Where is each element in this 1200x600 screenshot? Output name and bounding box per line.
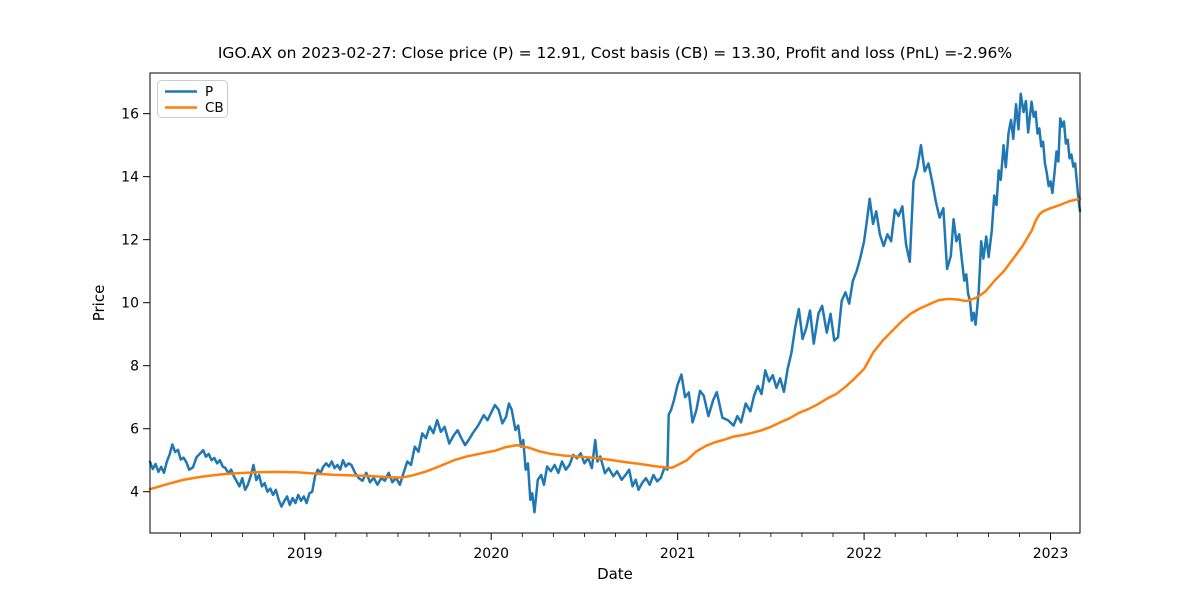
x-tick-label: 2019 [287,546,323,562]
series-line-p [148,92,1082,514]
y-tick-label: 4 [130,485,139,501]
legend-label-p: P [205,84,213,100]
axes: 4 6 8 10 12 14 16 2019 2020 2021 2022 2023 [121,72,1081,562]
x-tick-label: 2021 [660,546,696,562]
y-tick-label: 16 [121,107,139,123]
chart-title: IGO.AX on 2023-02-27: Close price (P) = … [218,44,1012,62]
x-axis-label: Date [597,565,633,583]
y-tick-label: 14 [121,170,139,186]
y-tick-label: 8 [130,359,139,375]
y-axis-label: Price [90,285,108,322]
series-line-cb [148,197,1082,491]
legend-label-cb: CB [205,100,224,116]
y-tick-label: 6 [130,422,139,438]
x-tick-label: 2020 [473,546,509,562]
y-tick-label: 12 [121,233,139,249]
plot-border [149,72,1081,534]
x-tick-label: 2022 [846,546,882,562]
y-tick-label: 10 [121,296,139,312]
legend: P CB [157,80,228,118]
series-lines [148,92,1082,514]
x-tick-label: 2023 [1033,546,1069,562]
